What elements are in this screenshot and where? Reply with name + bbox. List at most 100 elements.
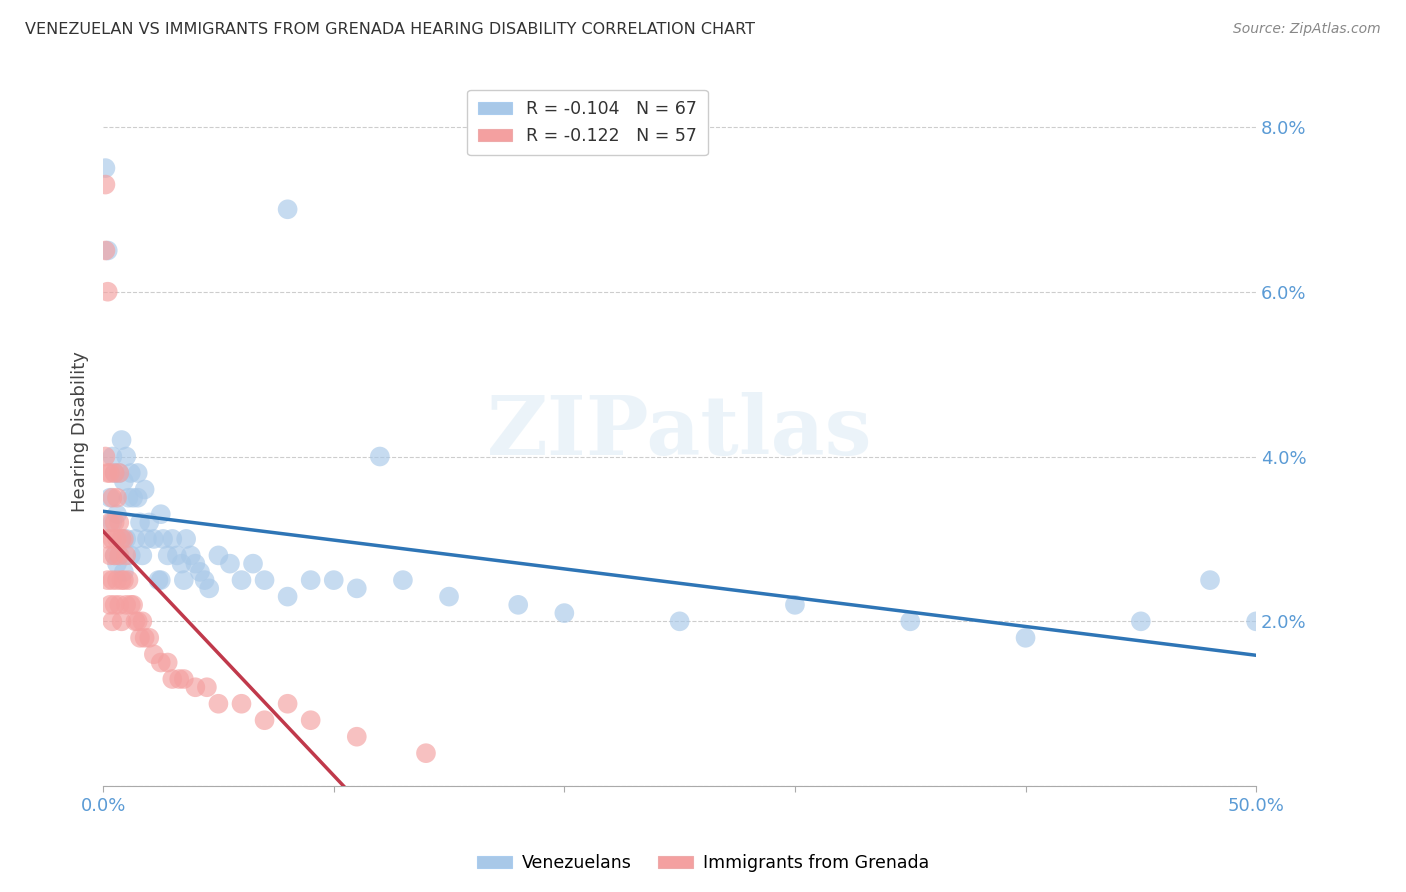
Point <box>184 680 207 694</box>
Point <box>207 549 229 563</box>
Point <box>97 285 120 299</box>
Text: ZIPatlas: ZIPatlas <box>486 392 872 472</box>
Point <box>105 573 128 587</box>
Legend: R = -0.104   N = 67, R = -0.122   N = 57: R = -0.104 N = 67, R = -0.122 N = 57 <box>467 90 707 155</box>
Point <box>104 516 127 530</box>
Point <box>110 433 132 447</box>
Text: VENEZUELAN VS IMMIGRANTS FROM GRENADA HEARING DISABILITY CORRELATION CHART: VENEZUELAN VS IMMIGRANTS FROM GRENADA HE… <box>25 22 755 37</box>
Point <box>134 631 156 645</box>
Point <box>108 598 131 612</box>
Point <box>115 598 138 612</box>
Point <box>94 450 117 464</box>
Point <box>104 466 127 480</box>
Point <box>299 573 322 587</box>
Point <box>553 606 575 620</box>
Point <box>166 549 188 563</box>
Point <box>120 549 142 563</box>
Point <box>174 532 197 546</box>
Point <box>142 532 165 546</box>
Point <box>115 450 138 464</box>
Point <box>162 532 184 546</box>
Point <box>115 549 138 563</box>
Point <box>668 615 690 629</box>
Point <box>173 573 195 587</box>
Point <box>122 491 145 505</box>
Point <box>124 615 146 629</box>
Point <box>98 491 121 505</box>
Point <box>129 516 152 530</box>
Point <box>94 178 117 192</box>
Point <box>104 549 127 563</box>
Point <box>198 582 221 596</box>
Legend: Venezuelans, Immigrants from Grenada: Venezuelans, Immigrants from Grenada <box>470 847 936 879</box>
Point <box>94 244 117 258</box>
Point <box>299 713 322 727</box>
Point <box>105 532 128 546</box>
Point <box>508 598 530 612</box>
Point <box>97 573 120 587</box>
Point <box>156 549 179 563</box>
Point <box>98 598 121 612</box>
Point <box>98 549 121 563</box>
Y-axis label: Hearing Disability: Hearing Disability <box>72 351 89 512</box>
Point <box>101 573 124 587</box>
Point <box>127 615 149 629</box>
Point <box>124 532 146 546</box>
Point <box>98 516 121 530</box>
Point <box>207 697 229 711</box>
Point <box>180 549 202 563</box>
Point <box>149 573 172 587</box>
Point <box>104 598 127 612</box>
Point <box>1014 631 1036 645</box>
Point <box>117 573 139 587</box>
Point <box>104 549 127 563</box>
Point <box>1244 615 1267 629</box>
Point <box>112 565 135 579</box>
Point <box>105 557 128 571</box>
Point <box>277 697 299 711</box>
Point <box>127 491 149 505</box>
Point <box>110 532 132 546</box>
Point <box>188 565 211 579</box>
Point <box>112 475 135 489</box>
Point <box>122 598 145 612</box>
Point <box>97 466 120 480</box>
Point <box>110 573 132 587</box>
Point <box>138 631 160 645</box>
Point <box>437 590 460 604</box>
Point <box>101 450 124 464</box>
Point <box>392 573 415 587</box>
Point <box>120 466 142 480</box>
Point <box>346 730 368 744</box>
Point <box>253 573 276 587</box>
Point <box>242 557 264 571</box>
Point <box>415 746 437 760</box>
Point <box>131 615 153 629</box>
Point <box>184 557 207 571</box>
Point <box>152 532 174 546</box>
Point <box>94 161 117 175</box>
Point <box>104 466 127 480</box>
Point <box>219 557 242 571</box>
Point <box>277 202 299 217</box>
Point <box>105 507 128 521</box>
Point <box>129 631 152 645</box>
Point <box>162 672 184 686</box>
Point <box>783 598 806 612</box>
Point <box>112 532 135 546</box>
Point <box>115 532 138 546</box>
Point <box>253 713 276 727</box>
Point <box>142 648 165 662</box>
Point <box>120 598 142 612</box>
Point <box>346 582 368 596</box>
Point <box>322 573 344 587</box>
Point <box>136 532 159 546</box>
Point <box>108 466 131 480</box>
Point <box>195 680 218 694</box>
Point <box>156 656 179 670</box>
Point <box>112 573 135 587</box>
Point <box>110 615 132 629</box>
Point <box>110 532 132 546</box>
Point <box>368 450 391 464</box>
Point <box>117 491 139 505</box>
